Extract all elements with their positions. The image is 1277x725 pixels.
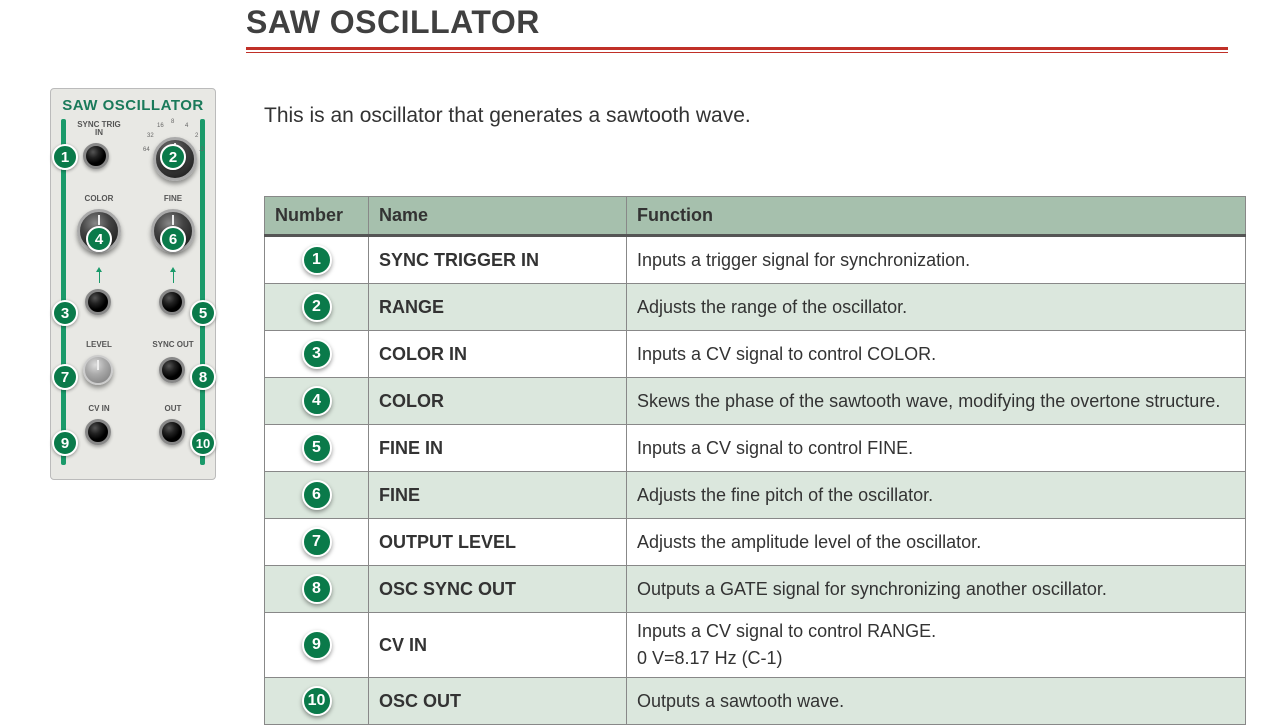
row-badge: 10 xyxy=(302,686,332,716)
jack-fine-in xyxy=(159,289,185,315)
range-tick: 8 xyxy=(171,119,174,125)
row-name-cell: COLOR xyxy=(369,378,627,425)
badge-5: 5 xyxy=(190,300,216,326)
row-number-cell: 8 xyxy=(265,566,369,613)
title-block: SAW OSCILLATOR xyxy=(246,4,1228,53)
row-badge: 3 xyxy=(302,339,332,369)
row-badge: 1 xyxy=(302,245,332,275)
row-badge: 5 xyxy=(302,433,332,463)
table-row: 9 CV INInputs a CV signal to control RANG… xyxy=(265,613,1246,678)
table-row: 10 OSC OUTOutputs a sawtooth wave. xyxy=(265,678,1246,725)
badge-7: 7 xyxy=(52,364,78,390)
row-name-cell: SYNC TRIGGER IN xyxy=(369,236,627,284)
col-number: Number xyxy=(265,197,369,236)
range-tick: .2 xyxy=(199,147,204,153)
row-function-cell: Outputs a sawtooth wave. xyxy=(627,678,1246,725)
row-function-cell: Skews the phase of the sawtooth wave, mo… xyxy=(627,378,1246,425)
label-color: COLOR xyxy=(69,195,129,203)
table-row: 3 COLOR INInputs a CV signal to control C… xyxy=(265,331,1246,378)
row-badge: 8 xyxy=(302,574,332,604)
row-number-cell: 7 xyxy=(265,519,369,566)
range-tick: 16 xyxy=(157,123,164,129)
col-name: Name xyxy=(369,197,627,236)
table-header-row: Number Name Function xyxy=(265,197,1246,236)
jack-sync-trig-in xyxy=(83,143,109,169)
table-row: 6 FINEAdjusts the fine pitch of the oscil… xyxy=(265,472,1246,519)
row-name-cell: RANGE xyxy=(369,284,627,331)
range-tick: 32 xyxy=(147,133,154,139)
row-name-cell: OUTPUT LEVEL xyxy=(369,519,627,566)
badge-2: 2 xyxy=(160,144,186,170)
arrow-line xyxy=(99,271,100,283)
title-rule-thin xyxy=(246,52,1228,53)
row-number-cell: 9 xyxy=(265,613,369,678)
table-row: 2 RANGEAdjusts the range of the oscillato… xyxy=(265,284,1246,331)
row-function-cell: Inputs a CV signal to control COLOR. xyxy=(627,331,1246,378)
title-rule-thick xyxy=(246,47,1228,50)
table-row: 4 COLORSkews the phase of the sawtooth wa… xyxy=(265,378,1246,425)
row-function-cell: Inputs a trigger signal for synchronizat… xyxy=(627,236,1246,284)
row-badge: 7 xyxy=(302,527,332,557)
table-row: 5 FINE INInputs a CV signal to control FI… xyxy=(265,425,1246,472)
row-function-cell: Adjusts the range of the oscillator. xyxy=(627,284,1246,331)
row-function-cell: Inputs a CV signal to control FINE. xyxy=(627,425,1246,472)
row-function-cell: Outputs a GATE signal for synchronizing … xyxy=(627,566,1246,613)
badge-4: 4 xyxy=(86,226,112,252)
label-out: OUT xyxy=(143,405,203,413)
table-row: 7 OUTPUT LEVELAdjusts the amplitude level… xyxy=(265,519,1246,566)
panel-rail-right xyxy=(200,119,205,465)
row-name-cell: OSC SYNC OUT xyxy=(369,566,627,613)
label-sync-trig: SYNC TRIG IN xyxy=(69,121,129,137)
reference-table: Number Name Function 1SYNC TRIGGER INInp… xyxy=(264,196,1246,725)
table-row: 8 OSC SYNC OUTOutputs a GATE signal for s… xyxy=(265,566,1246,613)
badge-8: 8 xyxy=(190,364,216,390)
row-number-cell: 1 xyxy=(265,236,369,284)
page-description: This is an oscillator that generates a s… xyxy=(264,104,751,128)
label-sync-out: SYNC OUT xyxy=(143,341,203,349)
row-function-cell: Adjusts the fine pitch of the oscillator… xyxy=(627,472,1246,519)
row-name-cell: COLOR IN xyxy=(369,331,627,378)
jack-out xyxy=(159,419,185,445)
label-fine: FINE xyxy=(143,195,203,203)
row-number-cell: 5 xyxy=(265,425,369,472)
row-function-cell: Adjusts the amplitude level of the oscil… xyxy=(627,519,1246,566)
row-badge: 2 xyxy=(302,292,332,322)
row-number-cell: 6 xyxy=(265,472,369,519)
jack-cv-in xyxy=(85,419,111,445)
row-name-cell: FINE xyxy=(369,472,627,519)
arrow-line xyxy=(173,271,174,283)
row-name-cell: CV IN xyxy=(369,613,627,678)
jack-sync-out xyxy=(159,357,185,383)
row-function-subline: 0 V=8.17 Hz (C-1) xyxy=(637,648,1235,669)
badge-1: 1 xyxy=(52,144,78,170)
label-level: LEVEL xyxy=(69,341,129,349)
row-badge: 6 xyxy=(302,480,332,510)
row-number-cell: 3 xyxy=(265,331,369,378)
badge-9: 9 xyxy=(52,430,78,456)
label-cv-in: CV IN xyxy=(69,405,129,413)
badge-3: 3 xyxy=(52,300,78,326)
row-number-cell: 4 xyxy=(265,378,369,425)
row-name-cell: OSC OUT xyxy=(369,678,627,725)
row-name-cell: FINE IN xyxy=(369,425,627,472)
range-tick: 4 xyxy=(185,123,188,129)
knob-level xyxy=(83,355,113,385)
range-tick: 64 xyxy=(143,147,150,153)
col-function: Function xyxy=(627,197,1246,236)
panel-rail-left xyxy=(61,119,66,465)
row-badge: 9 xyxy=(302,630,332,660)
badge-6: 6 xyxy=(160,226,186,252)
row-badge: 4 xyxy=(302,386,332,416)
row-number-cell: 2 xyxy=(265,284,369,331)
module-title: SAW OSCILLATOR xyxy=(51,97,215,114)
page-title: SAW OSCILLATOR xyxy=(246,4,1228,41)
row-function-cell: Inputs a CV signal to control RANGE.0 V=… xyxy=(627,613,1246,678)
badge-10: 10 xyxy=(190,430,216,456)
range-tick: 2 xyxy=(195,133,198,139)
row-number-cell: 10 xyxy=(265,678,369,725)
jack-color-in xyxy=(85,289,111,315)
module-panel: SAW OSCILLATOR SYNC TRIG IN 64 32 16 8 4… xyxy=(50,88,216,480)
table-row: 1 SYNC TRIGGER INInputs a trigger signal … xyxy=(265,236,1246,284)
